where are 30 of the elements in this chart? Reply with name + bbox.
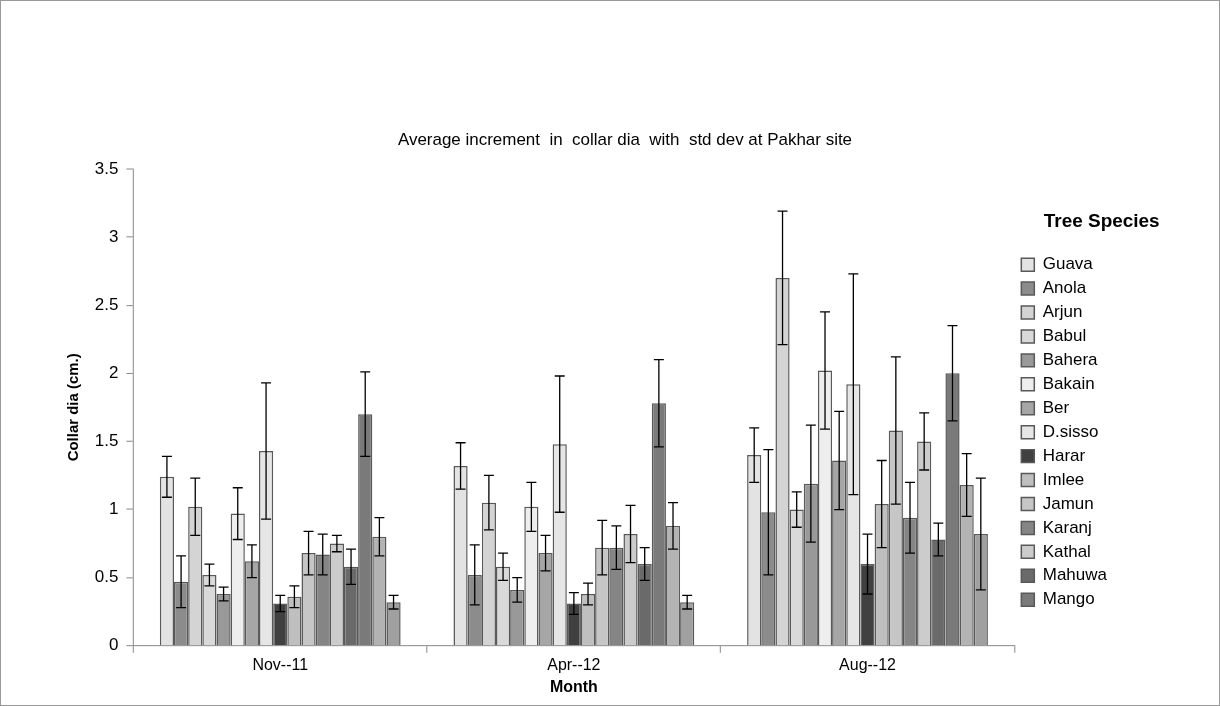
y-tick-label: 3	[109, 226, 119, 246]
y-tick-label: 0	[109, 635, 119, 655]
legend-label: Anola	[1042, 278, 1087, 298]
legend-label: Bahera	[1042, 350, 1099, 370]
chart-title: Average increment in collar dia with std dev at Pakhar site	[397, 130, 853, 150]
legend-label: Karanj	[1042, 517, 1092, 537]
legend-label: Kathal	[1042, 541, 1091, 561]
x-axis-title: Month	[549, 677, 598, 695]
legend-label: Harar	[1042, 445, 1086, 465]
legend-label: Mango	[1042, 589, 1095, 609]
x-tick-label: Aug--12	[839, 655, 897, 673]
legend-label: Imlee	[1042, 469, 1085, 489]
y-tick-label: 1.5	[94, 431, 119, 451]
legend-label: Guava	[1042, 254, 1094, 274]
legend-label: Mahuwa	[1042, 565, 1108, 585]
x-tick-label: Nov--11	[252, 655, 309, 673]
legend-label: Arjun	[1042, 302, 1083, 322]
y-tick-label: 2	[109, 362, 119, 382]
x-tick-label: Apr--12	[547, 655, 601, 673]
legend-label: Jamun	[1042, 493, 1094, 513]
legend-title: Tree Species	[1043, 210, 1160, 232]
legend-label: Ber	[1042, 397, 1070, 417]
y-axis-title: Collar dia (cm.)	[64, 353, 82, 462]
legend-label: D.sisso	[1042, 421, 1099, 441]
y-tick-label: 1	[109, 499, 119, 519]
y-tick-label: 2.5	[94, 294, 119, 314]
y-tick-label: 0.5	[94, 567, 119, 587]
legend-label: Babul	[1042, 326, 1087, 346]
y-tick-label: 3.5	[94, 158, 119, 178]
legend-label: Bakain	[1042, 373, 1095, 393]
